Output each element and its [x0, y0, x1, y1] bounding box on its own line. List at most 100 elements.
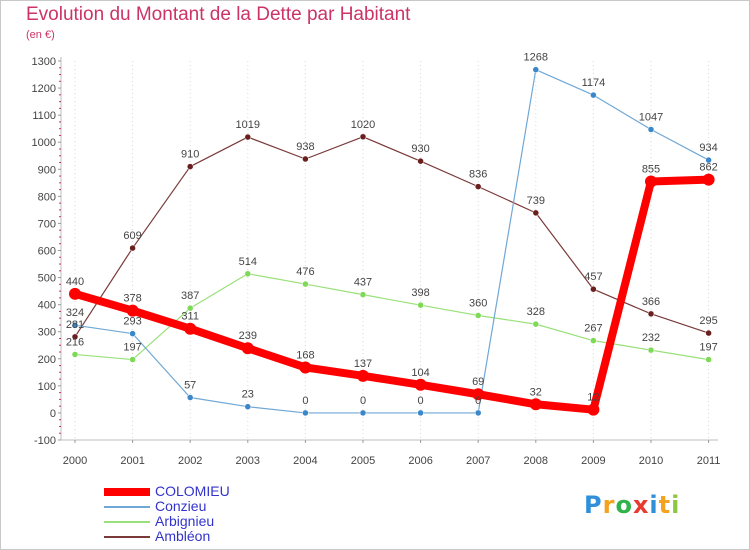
data-point — [705, 329, 712, 337]
brand-letter: x — [632, 491, 650, 519]
data-point — [474, 409, 482, 417]
data-label: 836 — [469, 169, 487, 181]
brand-letter: i — [671, 491, 681, 519]
data-label: 295 — [699, 315, 717, 327]
y-tick-label: 200 — [38, 354, 56, 366]
data-label: 366 — [642, 296, 660, 308]
data-label: 437 — [354, 277, 372, 289]
brand-letter: r — [602, 491, 616, 519]
data-point — [647, 346, 655, 354]
data-label: 457 — [584, 271, 602, 283]
x-tick-label: 2006 — [408, 455, 432, 467]
data-point — [587, 403, 600, 416]
data-point — [529, 398, 542, 411]
data-point — [532, 66, 540, 73]
data-label: 311 — [181, 311, 199, 323]
y-tick-label: 900 — [38, 164, 56, 176]
data-point — [71, 333, 79, 341]
legend-label: Conzieu — [155, 498, 207, 514]
data-label: 440 — [66, 276, 84, 288]
x-tick-label: 2004 — [293, 455, 317, 467]
x-tick-label: 2009 — [581, 455, 605, 467]
legend-label: Ambléon — [155, 528, 211, 544]
data-point — [417, 301, 424, 309]
data-label: 934 — [699, 142, 717, 154]
y-tick-label: 0 — [50, 408, 56, 420]
y-tick-label: 1100 — [32, 110, 56, 122]
legend-swatch — [104, 506, 150, 508]
data-point — [359, 409, 367, 417]
brand-letter: o — [615, 491, 633, 519]
x-tick-label: 2002 — [178, 455, 202, 467]
data-label: 232 — [642, 332, 660, 344]
y-tick-label: 400 — [38, 300, 56, 312]
data-label: 739 — [527, 195, 545, 207]
legend-swatch — [104, 536, 150, 538]
data-point — [472, 388, 485, 401]
legend-label: COLOMIEU — [155, 483, 230, 499]
data-label: 514 — [239, 256, 257, 268]
x-tick-label: 2008 — [524, 455, 548, 467]
data-label: 69 — [472, 376, 484, 388]
data-point — [359, 133, 367, 141]
x-tick-label: 2001 — [120, 455, 144, 467]
legend-label: Arbignieu — [155, 513, 215, 529]
data-point — [359, 291, 367, 298]
y-tick-label: 600 — [38, 246, 56, 258]
brand-logo: Proxiti — [584, 491, 680, 519]
y-tick-label: 700 — [38, 218, 56, 230]
data-point — [357, 369, 369, 382]
y-tick-label: 100 — [38, 381, 56, 393]
data-label: 1047 — [639, 111, 663, 123]
data-point — [417, 409, 424, 417]
x-tick-label: 2005 — [351, 455, 375, 467]
data-point — [69, 287, 81, 300]
y-tick-label: 1200 — [32, 83, 56, 95]
brand-letter: i — [649, 491, 659, 519]
data-label: 216 — [66, 336, 84, 348]
data-point — [590, 337, 597, 344]
data-label: 293 — [123, 316, 141, 328]
data-point — [71, 321, 79, 329]
data-point — [532, 209, 540, 217]
data-point — [705, 356, 712, 363]
data-point — [590, 91, 597, 99]
y-tick-label: 1300 — [32, 56, 56, 68]
data-label: 930 — [411, 143, 429, 155]
data-label: 239 — [239, 330, 257, 342]
data-point — [186, 394, 194, 401]
data-point — [302, 280, 309, 288]
data-label: 1268 — [524, 52, 548, 64]
data-label: 476 — [296, 266, 314, 278]
data-point — [244, 133, 252, 141]
data-label: 0 — [418, 395, 424, 407]
data-point — [417, 157, 424, 165]
data-point — [129, 330, 136, 337]
chart-title: Evolution du Montant de la Dette par Hab… — [26, 4, 411, 25]
data-point — [126, 304, 139, 317]
data-label: 387 — [181, 290, 199, 302]
x-tick-label: 2010 — [639, 455, 663, 467]
data-label: 104 — [411, 367, 429, 379]
data-point — [474, 183, 482, 190]
series-line-ambléon — [74, 136, 710, 338]
data-label: 1020 — [351, 119, 375, 131]
legend-swatch — [104, 521, 150, 523]
data-label: 938 — [296, 141, 314, 153]
data-label: 0 — [360, 395, 366, 407]
data-label: 855 — [642, 163, 660, 175]
x-tick-label: 2003 — [236, 455, 260, 467]
x-tick-label: 2007 — [466, 455, 490, 467]
data-point — [241, 342, 254, 355]
data-label: 0 — [302, 395, 308, 407]
y-tick-label: 300 — [38, 327, 56, 339]
y-tick-label: 800 — [38, 191, 56, 203]
data-label: 862 — [699, 162, 717, 174]
data-label: 1019 — [236, 119, 260, 131]
data-label: 0 — [475, 395, 481, 407]
data-point — [186, 304, 194, 312]
data-label: 609 — [123, 230, 141, 242]
brand-letter: t — [658, 491, 672, 519]
data-label: 137 — [354, 358, 372, 370]
